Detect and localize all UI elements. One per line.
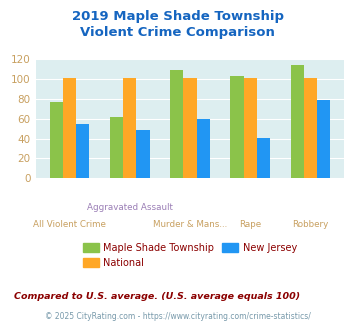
Bar (317, 100, 330, 178)
Bar (183, 78, 197, 178)
Bar (63, 78, 76, 178)
Text: Robbery: Robbery (292, 220, 329, 229)
Bar (244, 78, 257, 178)
Text: Compared to U.S. average. (U.S. average equals 100): Compared to U.S. average. (U.S. average … (14, 292, 300, 301)
Bar (197, 119, 210, 178)
Text: © 2025 CityRating.com - https://www.cityrating.com/crime-statistics/: © 2025 CityRating.com - https://www.city… (45, 312, 310, 321)
Bar (136, 130, 149, 178)
Bar (123, 78, 136, 178)
Bar (304, 78, 317, 178)
Text: 2019 Maple Shade Township
Violent Crime Comparison: 2019 Maple Shade Township Violent Crime … (71, 10, 284, 39)
Text: Rape: Rape (239, 220, 261, 229)
Bar (290, 65, 304, 178)
Legend: Maple Shade Township, National, New Jersey: Maple Shade Township, National, New Jers… (79, 239, 301, 272)
Bar (110, 117, 123, 178)
Bar (76, 124, 89, 178)
Bar (50, 102, 63, 178)
Bar (257, 138, 270, 178)
Text: Aggravated Assault: Aggravated Assault (87, 203, 173, 212)
Text: Murder & Mans...: Murder & Mans... (153, 220, 227, 229)
Bar (170, 70, 183, 178)
Bar (230, 76, 244, 178)
Text: All Violent Crime: All Violent Crime (33, 220, 106, 229)
